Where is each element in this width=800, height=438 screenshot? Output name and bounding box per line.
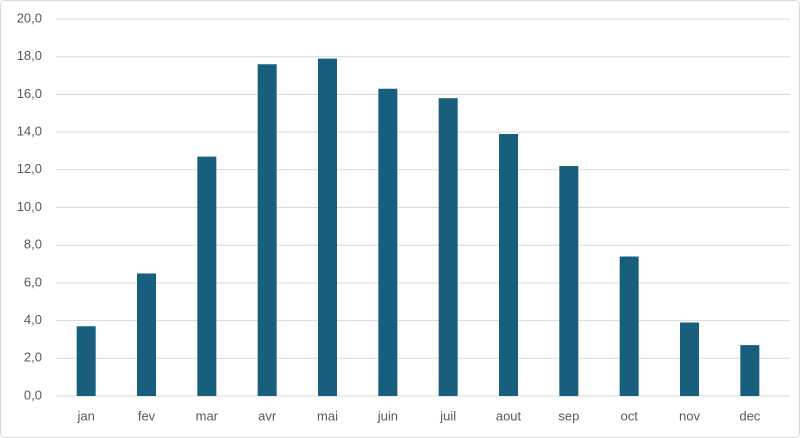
bar xyxy=(740,345,760,396)
bar xyxy=(76,326,96,396)
bar xyxy=(619,256,639,396)
x-tick-label: oct xyxy=(620,408,638,423)
y-tick-label: 18,0 xyxy=(17,48,42,63)
y-tick-label: 2,0 xyxy=(24,350,42,365)
y-tick-label: 4,0 xyxy=(24,312,42,327)
bar xyxy=(197,156,217,396)
y-tick-label: 12,0 xyxy=(17,161,42,176)
y-tick-label: 16,0 xyxy=(17,86,42,101)
bar xyxy=(438,98,458,397)
x-tick-label: nov xyxy=(679,408,700,423)
x-tick-label: mai xyxy=(317,408,338,423)
x-tick-label: juin xyxy=(377,408,398,423)
bar xyxy=(680,322,699,396)
bar xyxy=(257,64,277,397)
y-tick-label: 8,0 xyxy=(24,237,42,252)
x-tick-label: mar xyxy=(196,408,219,423)
bar xyxy=(137,273,156,396)
bar xyxy=(559,166,579,396)
y-tick-label: 20,0 xyxy=(17,10,42,25)
x-tick-label: sep xyxy=(558,408,579,423)
y-tick-label: 6,0 xyxy=(24,274,42,289)
bar xyxy=(318,58,337,397)
y-tick-label: 14,0 xyxy=(17,124,42,139)
x-tick-label: dec xyxy=(739,408,760,423)
y-tick-label: 0,0 xyxy=(24,387,42,402)
x-tick-label: avr xyxy=(258,408,277,423)
x-tick-label: juil xyxy=(439,408,456,423)
x-tick-label: aout xyxy=(496,408,522,423)
bar xyxy=(378,88,398,397)
x-tick-label: fev xyxy=(138,408,156,423)
x-tick-label: jan xyxy=(76,408,94,423)
y-tick-label: 10,0 xyxy=(17,199,42,214)
bar xyxy=(499,133,518,397)
